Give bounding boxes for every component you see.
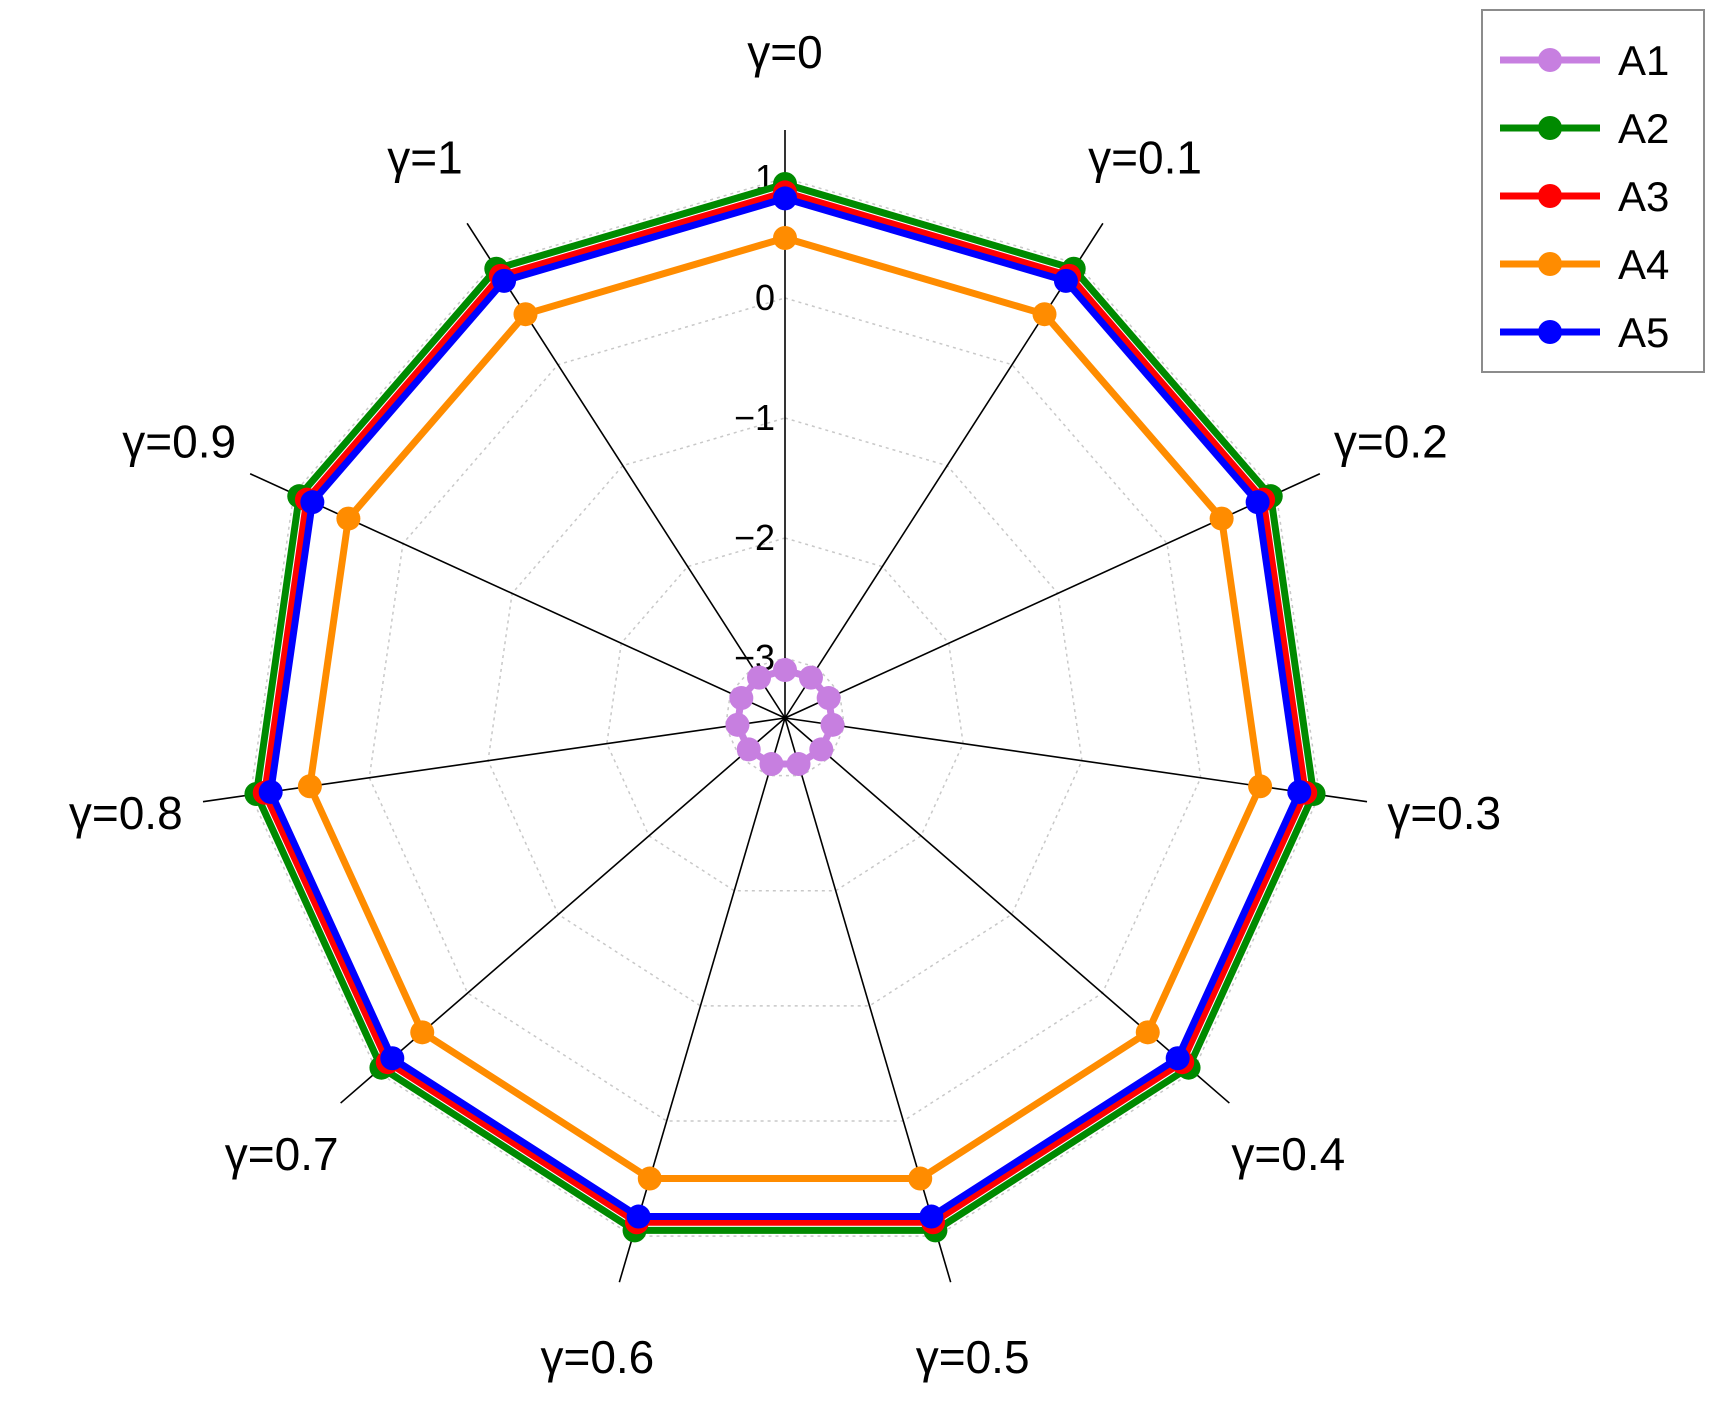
spoke-4	[784, 717, 1230, 1104]
series-A4	[297, 226, 1273, 1191]
legend-swatch-marker-A3	[1538, 184, 1562, 208]
legend: A1 A2 A3 A4 A5	[1481, 9, 1705, 373]
spoke-layer	[202, 130, 1368, 1283]
point-A1-1	[798, 665, 823, 690]
series-line-A3	[261, 188, 1309, 1226]
point-A1-0	[773, 658, 797, 682]
point-A5-7	[380, 1046, 405, 1071]
grid-ring-2	[487, 417, 1083, 1007]
legend-entry-A2: A2	[1500, 105, 1669, 152]
legend-label-A3: A3	[1618, 173, 1669, 220]
point-A4-0	[773, 226, 797, 250]
legend-box	[1481, 9, 1705, 373]
point-A5-5	[919, 1204, 944, 1229]
point-A5-2	[1245, 490, 1270, 515]
axis-label-10: γ=1	[387, 132, 462, 184]
legend-label-A2: A2	[1618, 105, 1669, 152]
legend-entry-A4: A4	[1500, 241, 1669, 288]
legend-entry-A5: A5	[1500, 309, 1669, 356]
axis-labels: γ=0 γ=0.1 γ=0.2 γ=0.3 γ=0.4 γ=0.5 γ=0.6 γ=0.7 γ=…	[69, 26, 1501, 1383]
point-A5-1	[1053, 268, 1078, 293]
point-A1-2	[816, 686, 841, 711]
series-layer	[244, 172, 1326, 1243]
point-A5-4	[1165, 1046, 1190, 1071]
point-A1-10	[747, 665, 772, 690]
spoke-2	[784, 473, 1321, 719]
legend-swatch-marker-A2	[1538, 116, 1562, 140]
point-A4-4	[1135, 1020, 1160, 1045]
point-A4-1	[1032, 302, 1057, 327]
legend-label-A5: A5	[1618, 309, 1669, 356]
series-line-A5	[267, 194, 1303, 1221]
axis-label-9: γ=0.9	[122, 415, 236, 467]
axis-label-4: γ=0.4	[1231, 1128, 1345, 1180]
point-A5-3	[1287, 779, 1312, 804]
axis-label-8: γ=0.8	[69, 787, 183, 839]
point-A5-10	[492, 268, 517, 293]
point-A4-10	[513, 302, 538, 327]
spoke-3	[784, 717, 1368, 803]
spoke-6	[618, 717, 786, 1283]
tick-label-3: −2	[734, 517, 775, 558]
point-A4-3	[1248, 774, 1273, 799]
axis-label-1: γ=0.1	[1088, 132, 1202, 184]
spoke-8	[202, 717, 786, 803]
point-A5-8	[258, 779, 283, 804]
point-A4-6	[637, 1166, 662, 1191]
spoke-9	[249, 473, 786, 719]
axis-label-2: γ=0.2	[1334, 415, 1448, 467]
point-A4-2	[1209, 506, 1234, 531]
spoke-7	[340, 717, 786, 1104]
legend-entry-A1: A1	[1500, 37, 1669, 84]
grid-ring-0	[249, 177, 1321, 1237]
point-A5-6	[626, 1204, 651, 1229]
axis-label-0: γ=0	[747, 26, 822, 78]
point-A4-8	[297, 774, 322, 799]
axis-label-7: γ=0.7	[225, 1128, 339, 1180]
legend-swatch-marker-A1	[1538, 48, 1562, 72]
spoke-5	[784, 717, 952, 1283]
point-A5-0	[773, 186, 797, 211]
axis-label-6: γ=0.6	[540, 1331, 654, 1383]
tick-labels: 10−1−2−3	[734, 157, 775, 678]
point-A4-5	[908, 1166, 933, 1191]
point-A4-9	[336, 506, 361, 531]
spoke-1	[784, 222, 1104, 719]
series-line-A2	[252, 180, 1318, 1234]
legend-swatch-marker-A5	[1538, 320, 1562, 344]
legend-swatch-marker-A4	[1538, 252, 1562, 276]
point-A4-7	[410, 1020, 435, 1045]
point-A1-6	[759, 752, 784, 777]
series-line-A4	[306, 234, 1264, 1183]
series-A5	[258, 186, 1312, 1229]
point-A5-9	[300, 490, 325, 515]
point-A1-7	[736, 737, 761, 762]
legend-label-A1: A1	[1618, 37, 1669, 84]
series-A1	[725, 658, 845, 777]
legend-entry-A3: A3	[1500, 173, 1669, 220]
point-A1-4	[809, 737, 834, 762]
point-A1-8	[725, 712, 750, 737]
tick-label-1: 0	[755, 277, 775, 318]
tick-label-2: −1	[734, 397, 775, 438]
point-A1-3	[820, 712, 845, 737]
point-A1-9	[729, 686, 754, 711]
point-A1-5	[786, 752, 811, 777]
axis-label-5: γ=0.5	[916, 1331, 1030, 1383]
legend-label-A4: A4	[1618, 241, 1669, 288]
axis-label-3: γ=0.3	[1387, 787, 1501, 839]
